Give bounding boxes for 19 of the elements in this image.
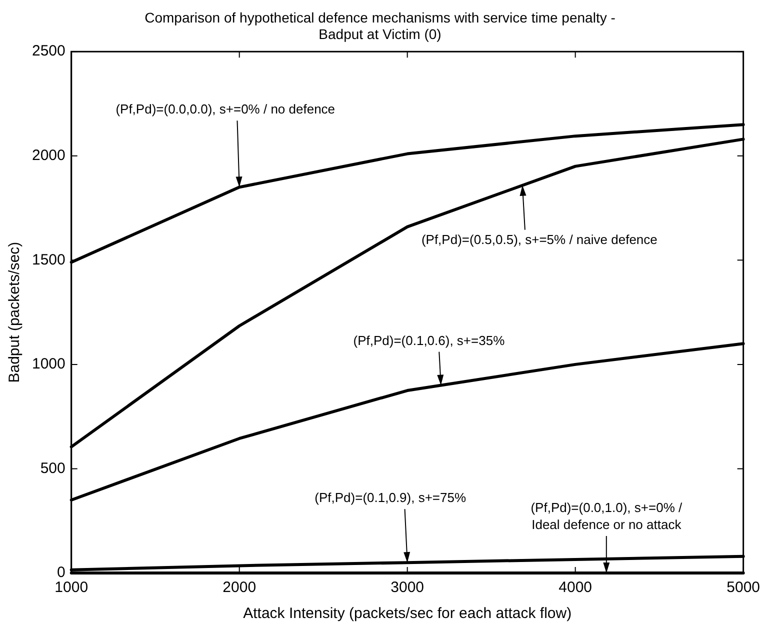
x-tick-label: 5000 [726, 579, 760, 596]
y-tick-label: 1000 [32, 356, 66, 373]
y-tick-label: 2000 [32, 147, 66, 164]
y-axis-title: Badput (packets/sec) [6, 242, 24, 383]
y-tick-label: 2500 [32, 42, 66, 60]
annotation: (Pf,Pd)=(0.5,0.5), s+=5% / naive defence [421, 232, 658, 247]
x-tick-label: 4000 [558, 579, 592, 596]
annotation: (Pf,Pd)=(0.0,1.0), s+=0% / Ideal defence or no attack [530, 500, 682, 532]
annotation: (Pf,Pd)=(0.1,0.9), s+=75% [314, 490, 466, 506]
x-tick-label: 3000 [390, 579, 424, 596]
y-tick-label: 0 [57, 564, 66, 582]
x-tick-label: 2000 [222, 579, 256, 596]
x-tick-label: 1000 [54, 579, 88, 596]
y-tick-label: 500 [40, 460, 66, 477]
chart-title: Comparison of hypothetical defence mechanisms with service time penalty - Badput at Victim (0) [144, 9, 616, 42]
annotation: (Pf,Pd)=(0.1,0.6), s+=35% [353, 332, 506, 348]
annotation: (Pf,Pd)=(0.0,0.0), s+=0% / no defence [116, 102, 336, 117]
x-axis-title: Attack Intensity (packets/sec for each attack flow) [243, 605, 572, 622]
y-tick-label: 1500 [32, 251, 66, 268]
